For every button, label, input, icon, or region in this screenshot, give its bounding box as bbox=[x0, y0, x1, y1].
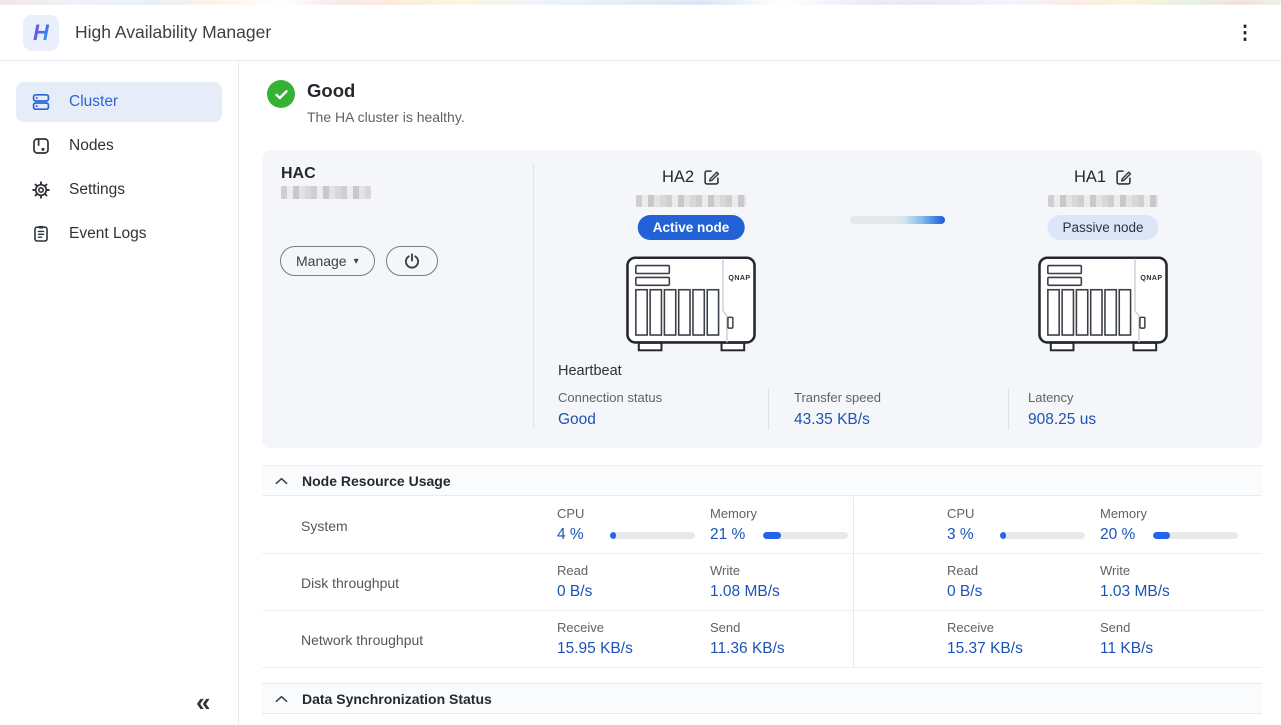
node-ha2: HA2 Active node bbox=[581, 150, 801, 360]
heartbeat-divider bbox=[1008, 388, 1009, 430]
nas-device-image: QNAP bbox=[1038, 256, 1168, 358]
redacted-node-address bbox=[1048, 195, 1158, 207]
cpu-progress-bar bbox=[1000, 531, 1085, 539]
status-title: Good bbox=[307, 80, 356, 101]
settings-icon bbox=[31, 180, 51, 200]
memory-progress-bar bbox=[1153, 531, 1238, 539]
transfer-progress-gradient bbox=[893, 216, 945, 224]
app-header: H High Availability Manager ⋮ bbox=[0, 5, 1281, 61]
table-node-divider bbox=[853, 611, 854, 667]
memory-progress-bar bbox=[763, 531, 848, 539]
disk-read-value: 0 B/s bbox=[557, 583, 593, 600]
svg-text:QNAP: QNAP bbox=[1140, 274, 1162, 282]
table-row-network-throughput: Network throughput Receive 15.95 KB/s Se… bbox=[262, 611, 1262, 668]
chevron-up-icon[interactable] bbox=[275, 477, 288, 485]
edit-node-name-icon[interactable] bbox=[703, 169, 720, 186]
sidebar-collapse-button[interactable]: « bbox=[196, 687, 211, 717]
table-row-disk-throughput: Disk throughput Read 0 B/s Write 1.08 MB… bbox=[262, 554, 1262, 611]
app-title: High Availability Manager bbox=[75, 22, 272, 42]
sidebar-item-label: Cluster bbox=[69, 93, 119, 110]
net-receive-value: 15.95 KB/s bbox=[557, 640, 633, 657]
cpu-value: 4 % bbox=[557, 526, 584, 543]
memory-value: 20 % bbox=[1100, 526, 1136, 543]
heartbeat-connection-status: Connection status Good bbox=[558, 390, 663, 428]
redacted-node-address bbox=[636, 195, 746, 207]
sidebar-item-settings[interactable]: Settings bbox=[16, 170, 222, 210]
edit-node-name-icon[interactable] bbox=[1115, 169, 1132, 186]
disk-read-value: 0 B/s bbox=[947, 583, 983, 600]
sidebar-item-label: Settings bbox=[69, 181, 126, 198]
passive-node-badge: Passive node bbox=[1047, 215, 1159, 240]
table-node-divider bbox=[853, 497, 854, 553]
node-name: HA1 bbox=[1073, 168, 1107, 186]
heartbeat-divider bbox=[768, 388, 769, 430]
chevron-up-icon[interactable] bbox=[275, 695, 288, 703]
table-node-divider bbox=[853, 554, 854, 610]
app-logo-glyph: H bbox=[33, 19, 49, 45]
heartbeat-title: Heartbeat bbox=[558, 363, 622, 379]
sidebar-item-label: Nodes bbox=[69, 137, 114, 154]
cpu-progress-bar bbox=[610, 531, 695, 539]
app-logo-icon: H bbox=[23, 14, 59, 51]
net-send-value: 11 KB/s bbox=[1100, 640, 1154, 657]
sidebar-item-event-logs[interactable]: Event Logs bbox=[16, 214, 222, 254]
sidebar: Cluster Nodes Settings Event Logs « bbox=[0, 61, 239, 725]
cluster-card: HAC Manage ▾ HA2 Active node bbox=[262, 150, 1262, 448]
data-transfer-indicator bbox=[850, 216, 945, 224]
node-name: HA2 bbox=[661, 168, 695, 186]
net-receive-value: 15.37 KB/s bbox=[947, 640, 1023, 657]
status-check-icon bbox=[267, 80, 295, 108]
active-node-badge: Active node bbox=[637, 215, 745, 240]
resource-usage-table: System CPU 4 % Memory 21 % CPU 3 % Memor… bbox=[262, 497, 1262, 668]
section-data-sync-status[interactable]: Data Synchronization Status bbox=[262, 683, 1262, 714]
disk-write-value: 1.08 MB/s bbox=[710, 583, 780, 600]
nas-device-image: QNAP bbox=[626, 256, 756, 358]
chevron-down-icon: ▾ bbox=[353, 255, 359, 267]
manage-button[interactable]: Manage ▾ bbox=[280, 246, 375, 276]
main-content: Good The HA cluster is healthy. HAC Mana… bbox=[239, 61, 1281, 725]
cluster-status: Good The HA cluster is healthy. bbox=[267, 80, 465, 125]
cluster-name: HAC bbox=[281, 165, 316, 182]
svg-text:QNAP: QNAP bbox=[728, 274, 750, 282]
power-icon bbox=[403, 252, 421, 270]
section-node-resource-usage[interactable]: Node Resource Usage bbox=[262, 465, 1262, 496]
status-subtitle: The HA cluster is healthy. bbox=[307, 109, 465, 125]
event-logs-icon bbox=[31, 224, 51, 244]
net-send-value: 11.36 KB/s bbox=[710, 640, 785, 657]
table-row-system: System CPU 4 % Memory 21 % CPU 3 % Memor… bbox=[262, 497, 1262, 554]
blurred-browser-tabs bbox=[0, 0, 1281, 5]
redacted-cluster-address bbox=[281, 186, 371, 199]
memory-value: 21 % bbox=[710, 526, 746, 543]
nodes-icon bbox=[31, 136, 51, 156]
section-title: Data Synchronization Status bbox=[302, 690, 492, 707]
disk-write-value: 1.03 MB/s bbox=[1100, 583, 1170, 600]
heartbeat-transfer-speed: Transfer speed 43.35 KB/s bbox=[794, 390, 881, 428]
kebab-menu-icon[interactable]: ⋮ bbox=[1235, 22, 1255, 44]
heartbeat-latency: Latency 908.25 us bbox=[1028, 390, 1097, 428]
card-divider bbox=[533, 163, 534, 428]
cluster-icon bbox=[31, 92, 51, 112]
power-button[interactable] bbox=[385, 246, 438, 276]
node-ha1: HA1 Passive node bbox=[993, 150, 1213, 360]
sidebar-item-nodes[interactable]: Nodes bbox=[16, 126, 222, 166]
sidebar-item-label: Event Logs bbox=[69, 225, 147, 242]
cpu-value: 3 % bbox=[947, 526, 974, 543]
section-title: Node Resource Usage bbox=[302, 472, 451, 489]
sidebar-item-cluster[interactable]: Cluster bbox=[16, 82, 222, 122]
